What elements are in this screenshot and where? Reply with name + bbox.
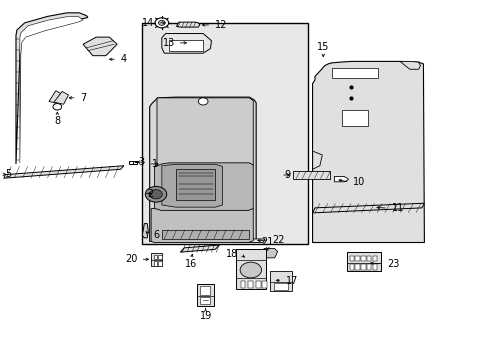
Text: 15: 15 xyxy=(316,42,329,52)
Bar xyxy=(372,264,376,270)
Circle shape xyxy=(145,186,166,202)
Bar xyxy=(331,68,377,78)
Circle shape xyxy=(53,104,61,110)
Bar xyxy=(349,264,353,270)
Text: 8: 8 xyxy=(54,116,60,126)
Text: 3: 3 xyxy=(139,157,144,167)
Polygon shape xyxy=(162,164,222,207)
Text: 2: 2 xyxy=(147,189,153,199)
Circle shape xyxy=(155,18,168,28)
Circle shape xyxy=(198,98,207,105)
Polygon shape xyxy=(142,224,148,238)
Polygon shape xyxy=(180,245,219,252)
Text: 6: 6 xyxy=(153,230,160,240)
Bar xyxy=(366,256,371,261)
Polygon shape xyxy=(235,249,266,289)
Polygon shape xyxy=(312,62,424,243)
Bar xyxy=(200,297,210,304)
Polygon shape xyxy=(269,271,291,292)
Polygon shape xyxy=(334,176,348,182)
Bar xyxy=(366,264,371,270)
Bar xyxy=(158,261,162,266)
Polygon shape xyxy=(151,253,162,266)
Bar xyxy=(153,261,157,266)
Text: 13: 13 xyxy=(163,38,175,48)
Bar xyxy=(355,264,359,270)
Polygon shape xyxy=(49,91,61,103)
Polygon shape xyxy=(128,161,136,163)
Bar xyxy=(142,23,307,244)
Polygon shape xyxy=(151,208,253,243)
Text: 5: 5 xyxy=(5,169,12,179)
Text: 12: 12 xyxy=(215,20,227,30)
Bar xyxy=(153,255,157,259)
Text: 1: 1 xyxy=(152,159,158,169)
Bar xyxy=(292,171,329,179)
Polygon shape xyxy=(83,37,117,56)
Polygon shape xyxy=(176,22,200,27)
Polygon shape xyxy=(54,91,68,104)
Polygon shape xyxy=(157,98,253,166)
Text: 9: 9 xyxy=(285,170,290,180)
Polygon shape xyxy=(346,252,380,271)
Bar xyxy=(361,256,365,261)
Polygon shape xyxy=(16,13,88,164)
Polygon shape xyxy=(176,169,215,200)
Polygon shape xyxy=(162,230,249,239)
Bar xyxy=(341,111,368,126)
Bar xyxy=(158,255,162,259)
Polygon shape xyxy=(197,284,214,306)
Circle shape xyxy=(149,190,162,199)
Bar xyxy=(349,256,353,261)
Text: 20: 20 xyxy=(125,254,138,264)
Bar xyxy=(355,256,359,261)
Text: 21: 21 xyxy=(261,237,273,247)
Bar xyxy=(200,286,210,295)
Polygon shape xyxy=(4,166,123,178)
Circle shape xyxy=(240,262,261,278)
Bar xyxy=(256,281,261,288)
Circle shape xyxy=(158,20,165,25)
Bar xyxy=(273,283,287,290)
Text: 4: 4 xyxy=(121,54,127,64)
Bar xyxy=(169,40,203,51)
Bar xyxy=(361,264,365,270)
Polygon shape xyxy=(154,163,253,210)
Polygon shape xyxy=(264,249,277,258)
Text: 16: 16 xyxy=(184,259,197,269)
Bar xyxy=(262,281,266,288)
Text: 10: 10 xyxy=(353,177,365,187)
Polygon shape xyxy=(162,33,211,53)
Polygon shape xyxy=(149,97,256,242)
Polygon shape xyxy=(20,17,83,163)
Bar xyxy=(240,281,245,288)
Bar xyxy=(248,281,253,288)
Text: 19: 19 xyxy=(199,311,211,321)
Text: 17: 17 xyxy=(286,276,298,286)
Polygon shape xyxy=(238,239,264,243)
Text: 14: 14 xyxy=(142,18,154,28)
Text: 23: 23 xyxy=(386,259,399,269)
Text: 22: 22 xyxy=(272,235,285,245)
Text: 7: 7 xyxy=(81,93,87,103)
Polygon shape xyxy=(312,203,424,213)
Text: 18: 18 xyxy=(225,249,238,259)
Text: 11: 11 xyxy=(391,203,403,213)
Polygon shape xyxy=(399,62,420,69)
Bar xyxy=(372,256,376,261)
